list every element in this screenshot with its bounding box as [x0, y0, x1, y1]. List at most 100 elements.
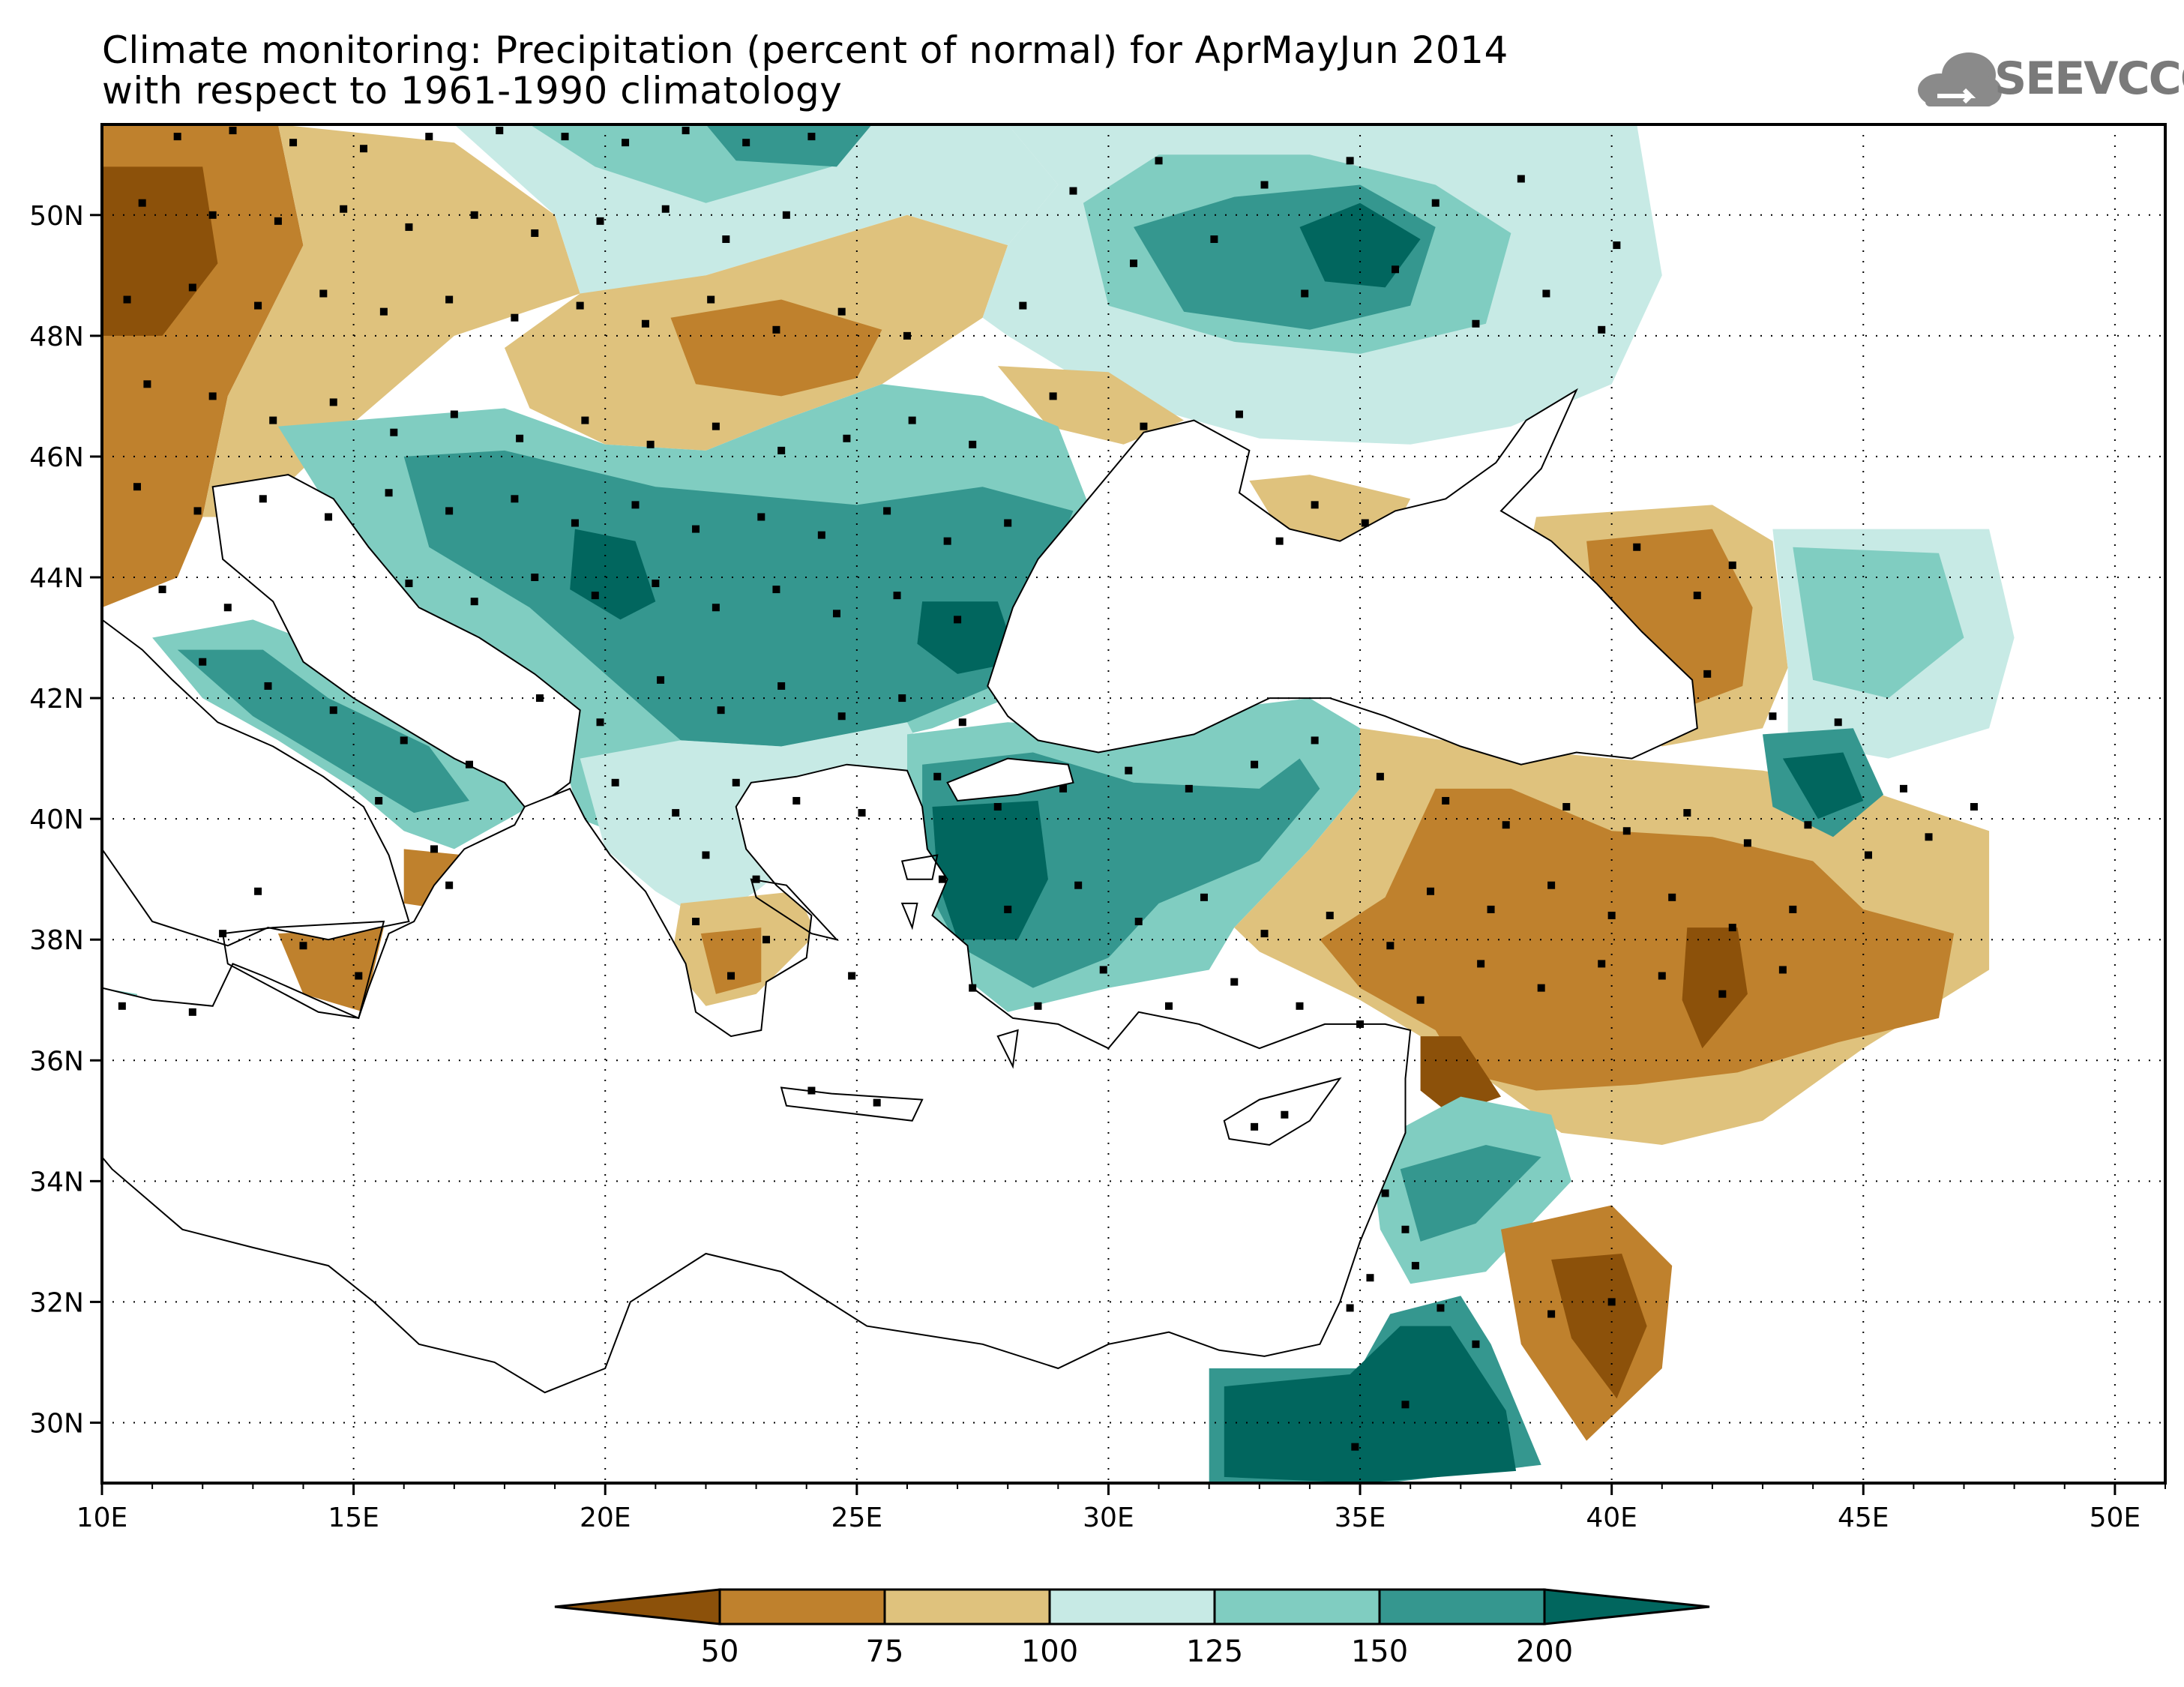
- colorbar-label: 50: [701, 1635, 739, 1669]
- station-marker: [1386, 942, 1395, 950]
- station-marker: [1427, 887, 1435, 895]
- station-marker: [445, 295, 454, 304]
- station-marker: [1743, 839, 1751, 847]
- y-tick-label: 32N: [29, 1287, 84, 1318]
- station-marker: [1562, 803, 1571, 811]
- station-marker: [858, 809, 866, 817]
- station-marker: [943, 537, 951, 545]
- station-marker: [340, 205, 348, 213]
- station-marker: [1607, 1298, 1616, 1306]
- region-anatolia-dry-deep: [1682, 927, 1748, 1049]
- y-tick-label: 50N: [29, 201, 84, 232]
- station-marker: [1059, 784, 1068, 793]
- lesbos-island: [900, 854, 939, 880]
- region-caucasus-wet-2: [1793, 547, 1964, 699]
- colorbar-label: 125: [1186, 1635, 1243, 1669]
- station-marker: [355, 972, 363, 980]
- station-marker: [777, 446, 786, 454]
- station-marker: [1049, 392, 1057, 400]
- station-marker: [1346, 157, 1354, 165]
- colorbar-swatch: [1048, 1588, 1216, 1626]
- colorbar-swatch-low: [554, 1588, 721, 1626]
- region-hungary-dry-core: [670, 299, 882, 397]
- station-marker: [1537, 984, 1545, 992]
- station-marker: [702, 851, 710, 859]
- station-marker: [511, 313, 519, 322]
- station-marker: [707, 295, 715, 304]
- station-marker: [259, 495, 267, 503]
- y-tick-label: 30N: [29, 1408, 84, 1439]
- station-marker: [1346, 1304, 1354, 1312]
- station-marker: [672, 809, 680, 817]
- station-marker: [1200, 893, 1208, 901]
- station-marker: [445, 507, 454, 515]
- station-marker: [641, 319, 649, 328]
- station-marker: [400, 736, 408, 745]
- x-tick-label: 15E: [328, 1503, 379, 1533]
- station-marker: [837, 307, 846, 316]
- y-tick-label: 40N: [29, 805, 84, 835]
- station-marker: [1683, 809, 1691, 817]
- station-marker: [958, 718, 966, 727]
- station-marker: [611, 778, 619, 787]
- colorbar-label: 75: [866, 1635, 904, 1669]
- station-marker: [375, 796, 383, 805]
- station-marker: [1769, 712, 1777, 721]
- station-marker: [511, 495, 519, 503]
- region-levant-wet-core: [1400, 1145, 1541, 1242]
- station-marker: [1034, 1002, 1042, 1010]
- region-western-very-dry-core: [102, 166, 218, 336]
- station-marker: [908, 416, 916, 424]
- station-marker: [1351, 1443, 1359, 1451]
- station-marker: [325, 513, 333, 521]
- station-marker: [1275, 537, 1284, 545]
- region-balkan-wet-core-2: [917, 601, 1018, 674]
- sea-of-marmara: [946, 757, 1074, 802]
- station-marker: [274, 217, 282, 225]
- station-marker: [807, 1086, 816, 1095]
- station-marker: [1281, 1110, 1289, 1119]
- station-marker: [138, 199, 146, 207]
- colorbar-swatch-high: [1543, 1588, 1710, 1626]
- station-marker: [732, 778, 740, 787]
- region-anatolia-dry-core: [1320, 788, 1955, 1091]
- station-marker: [496, 127, 504, 135]
- region-moldova-dry: [997, 366, 1185, 445]
- station-marker: [933, 772, 942, 781]
- station-marker: [873, 1098, 881, 1107]
- station-marker: [591, 592, 599, 600]
- station-marker: [425, 133, 433, 141]
- station-marker: [199, 658, 207, 666]
- station-marker: [571, 519, 579, 527]
- station-marker: [807, 133, 816, 141]
- tyrrhenian-sea: [102, 619, 410, 947]
- station-marker: [173, 133, 181, 141]
- station-marker: [1311, 501, 1319, 509]
- station-marker: [1230, 978, 1239, 986]
- logo-text: SEEVCCC: [1994, 52, 2184, 105]
- station-marker: [993, 803, 1002, 811]
- station-marker: [1251, 1122, 1259, 1131]
- y-tick-label: 44N: [29, 563, 84, 594]
- chart-subtitle: with respect to 1961-1990 climatology: [102, 69, 843, 112]
- station-marker: [329, 398, 337, 406]
- station-marker: [1356, 1020, 1365, 1028]
- station-marker: [405, 580, 413, 588]
- station-marker: [123, 295, 131, 304]
- station-marker: [712, 604, 720, 612]
- station-marker: [727, 972, 735, 980]
- station-marker: [1658, 972, 1666, 980]
- map-frame: [100, 123, 2167, 1485]
- station-marker: [1296, 1002, 1304, 1010]
- y-tick-label: 34N: [29, 1167, 84, 1197]
- cloud-icon: [1918, 52, 2002, 106]
- chios-island: [900, 902, 918, 930]
- station-marker: [1834, 718, 1842, 727]
- station-marker: [450, 410, 458, 418]
- station-marker: [1411, 1262, 1419, 1270]
- station-marker: [1366, 1274, 1374, 1282]
- station-marker: [1728, 561, 1736, 569]
- map-layers: [102, 124, 2165, 1483]
- station-marker: [903, 331, 911, 340]
